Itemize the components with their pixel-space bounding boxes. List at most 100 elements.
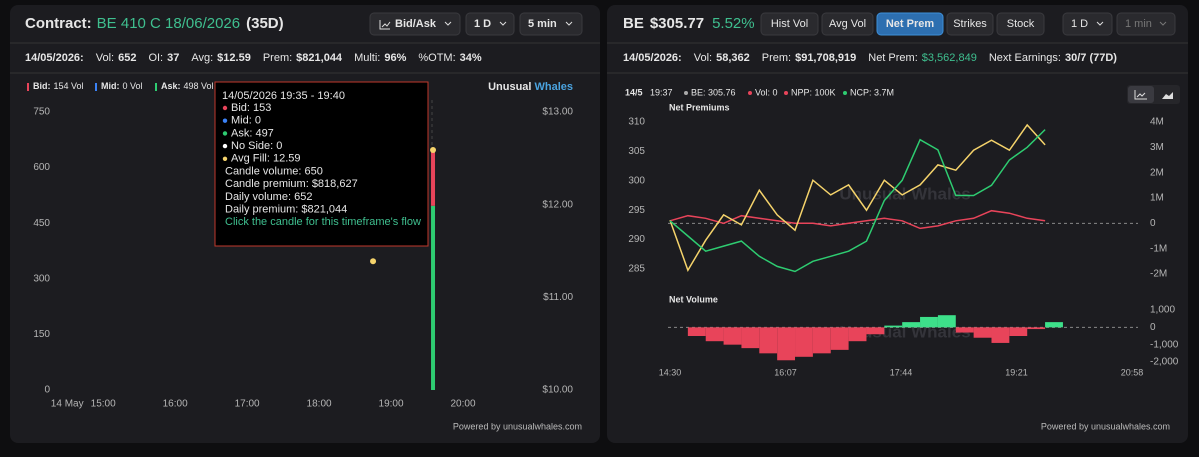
right-plot: 285 290 295 300 305 310 -2M -1M 0 1M 2M 3M 4M -2,000 -… xyxy=(628,117,1178,378)
x-tick-label: 18:00 xyxy=(307,399,332,410)
button[interactable] xyxy=(760,12,819,36)
stat-value: 37 xyxy=(167,52,179,64)
x-tick-label: 14 May xyxy=(51,399,84,410)
bid-bar xyxy=(431,149,436,206)
tooltip-line: Daily volume: 652 xyxy=(225,191,312,203)
contract: BE 410 C 18/06/2026 xyxy=(97,15,240,32)
stat-label: Vol: xyxy=(96,52,114,64)
y2-tick-label: 4M xyxy=(1150,117,1164,128)
legend-entry: Mid: 0 Vol xyxy=(101,81,143,91)
brand: Unusual Whales xyxy=(488,81,573,93)
legend-label: Mid: xyxy=(101,81,120,91)
y-tick-label: 290 xyxy=(628,234,645,245)
label: Contract: xyxy=(25,15,92,32)
ask-bar xyxy=(431,205,436,390)
stat-label: OI: xyxy=(148,52,163,64)
y-tick-label: 295 xyxy=(628,205,645,216)
bullet xyxy=(748,91,752,95)
icon xyxy=(379,20,391,30)
stat-label: Net Prem: xyxy=(868,52,918,64)
button-label[interactable]: Stock xyxy=(1007,18,1035,30)
tooltip-bullet xyxy=(222,156,228,161)
button-label[interactable]: Net Prem xyxy=(886,18,935,30)
tooltip-box xyxy=(214,81,429,247)
y2-tick-label: 1M xyxy=(1150,193,1164,204)
button[interactable] xyxy=(996,12,1045,36)
dte: (35D) xyxy=(246,15,284,32)
legend-marker xyxy=(155,83,157,91)
button[interactable] xyxy=(465,12,515,36)
volume-bar xyxy=(1027,327,1046,330)
volume-bar xyxy=(920,316,938,328)
button-label[interactable]: Avg Vol xyxy=(829,18,866,30)
bullet xyxy=(684,91,688,95)
button[interactable] xyxy=(946,12,994,36)
button[interactable] xyxy=(519,12,583,36)
tooltip-line: Bid: 153 xyxy=(231,102,271,114)
stat-label: Next Earnings: xyxy=(989,52,1061,64)
left-plot: 0 150 300 450 600 750 $10.00 $11.00 $12.00 $13.00… xyxy=(33,107,573,410)
volume-bar xyxy=(1009,327,1028,336)
button-label[interactable]: Bid/Ask xyxy=(395,18,437,30)
icon xyxy=(1134,90,1147,100)
button-label[interactable]: 5 min xyxy=(528,18,557,30)
y-tick-label: 285 xyxy=(628,264,645,275)
stat-value: $12.59 xyxy=(217,52,251,64)
button-label[interactable]: 1 D xyxy=(1071,18,1088,30)
button-label[interactable]: Strikes xyxy=(953,18,987,30)
stat-label: Multi: xyxy=(354,52,380,64)
y2-tick-label: $13.00 xyxy=(542,107,573,118)
button[interactable] xyxy=(876,12,944,36)
y2-tick-label: -1M xyxy=(1150,243,1167,254)
tooltip-line: Candle premium: $818,627 xyxy=(225,178,358,190)
chevron xyxy=(1159,21,1167,26)
x-tick-label: 15:00 xyxy=(91,399,116,410)
legend-entry: Ask: 498 Vol xyxy=(161,81,214,91)
y2-tick-label: $11.00 xyxy=(543,292,573,303)
legend-marker xyxy=(27,83,29,91)
button[interactable] xyxy=(821,12,874,36)
volume-bar xyxy=(812,327,831,354)
chevron xyxy=(444,21,452,26)
y-tick-label: 300 xyxy=(33,273,50,284)
tooltip-bullet xyxy=(222,143,228,149)
y-tick-label: -1,000 xyxy=(1150,339,1179,350)
volume-bar xyxy=(687,327,706,336)
legend-value: 154 Vol xyxy=(54,81,84,91)
info-item: Vol: 0 xyxy=(755,87,778,97)
volume-bar xyxy=(830,327,849,350)
stats: 14/05/2026: Vol: 58,362 Prem: $91,708,919 Net… xyxy=(623,52,1117,64)
button[interactable] xyxy=(369,12,461,36)
button[interactable] xyxy=(1062,12,1113,36)
stat-value: $91,708,919 xyxy=(795,52,856,64)
volume-bar xyxy=(705,327,724,342)
button[interactable] xyxy=(1116,12,1176,36)
y-tick-label: 300 xyxy=(628,175,645,186)
volume-bar xyxy=(991,327,1010,343)
volume-bar xyxy=(759,327,778,354)
change: 5.52% xyxy=(712,15,755,32)
volume-bar xyxy=(723,327,742,345)
tooltip-link: Click the candle for this timeframe's fl… xyxy=(225,216,421,228)
button-label[interactable]: 1 D xyxy=(474,18,491,30)
y2-tick-label: -2M xyxy=(1150,269,1167,280)
chevron xyxy=(1096,21,1104,26)
info-item: BE: 305.76 xyxy=(691,87,736,97)
quote: BE $305.77 5.52% xyxy=(623,15,755,32)
button-label[interactable]: Hist Vol xyxy=(771,18,808,30)
stat-value: 58,362 xyxy=(716,52,750,64)
stat-label: Avg: xyxy=(191,52,213,64)
x-tick-label: 17:44 xyxy=(890,367,913,377)
stat-value: $3,562,849 xyxy=(922,52,977,64)
legend-marker xyxy=(95,83,97,91)
chart-title: Net Premiums xyxy=(669,102,730,112)
brand-part: Unusual xyxy=(488,81,531,93)
buttons: Hist Vol Avg Vol Net Prem Strikes Stock 1 D 1 … xyxy=(760,12,1176,36)
legend-entry: Bid: 154 Vol xyxy=(33,81,84,91)
price: $305.77 xyxy=(650,15,704,32)
footer: Powered by unusualwhales.com xyxy=(453,421,582,431)
button-label[interactable]: 1 min xyxy=(1125,18,1152,30)
x-tick-label: 16:00 xyxy=(163,399,188,410)
volume-bar xyxy=(848,327,867,342)
x-tick-label: 20:58 xyxy=(1121,367,1144,377)
